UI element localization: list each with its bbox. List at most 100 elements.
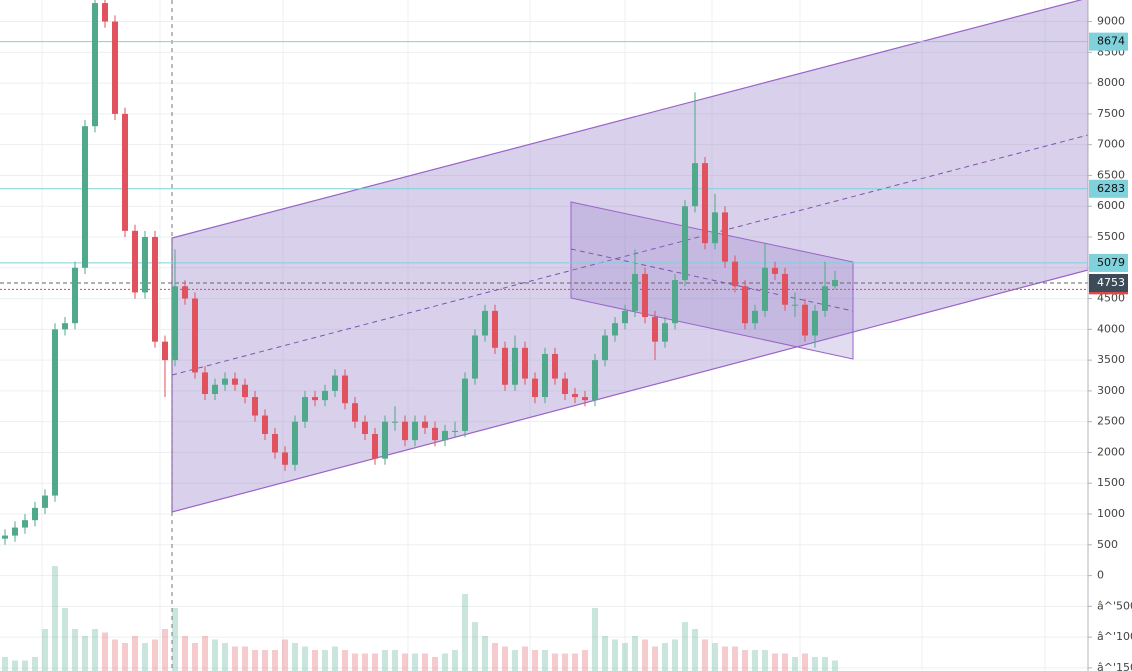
candle-body (822, 286, 828, 311)
candle-body (182, 286, 188, 299)
y-tick-label: â^'150 (1097, 661, 1132, 671)
y-tick-label: â^'100 (1097, 630, 1132, 643)
candle-body (712, 212, 718, 244)
level-label-box (1089, 32, 1128, 51)
candle-body (42, 495, 48, 508)
volume-bar (692, 629, 698, 671)
candle-body (392, 421, 398, 423)
candle-body (152, 237, 158, 342)
y-tick-label: 1500 (1097, 476, 1125, 489)
volume-bar (382, 650, 388, 671)
volume-bar (442, 653, 448, 671)
volume-bar (52, 566, 58, 671)
candle-body (672, 280, 678, 324)
candle-body (452, 430, 458, 432)
volume-bar (162, 629, 168, 671)
volume-bar (772, 653, 778, 671)
volume-bar (802, 653, 808, 671)
volume-bar (72, 629, 78, 671)
volume-bar (82, 636, 88, 671)
candle-body (552, 353, 558, 379)
volume-bar (662, 643, 668, 671)
candle-body (772, 267, 778, 274)
volume-bar (572, 653, 578, 671)
candle-body (222, 378, 228, 385)
last-price-box (1089, 273, 1128, 292)
level-label: 8674 (1097, 35, 1125, 48)
candle-body (302, 397, 308, 422)
candle-body (792, 304, 798, 306)
candle-body (722, 212, 728, 262)
candle-body (752, 310, 758, 324)
candle-body (422, 421, 428, 428)
volume-bar (12, 660, 18, 671)
y-tick-label: 7000 (1097, 138, 1125, 151)
y-tick-label: 9000 (1097, 15, 1125, 28)
volume (2, 566, 838, 671)
volume-bar (792, 657, 798, 671)
candle-body (132, 230, 138, 293)
candle-body (272, 433, 278, 453)
y-tick-label: 7500 (1097, 107, 1125, 120)
volume-bar (22, 660, 28, 671)
volume-bar (42, 629, 48, 671)
candle-body (442, 430, 448, 441)
volume-bar (832, 660, 838, 671)
candle-body (412, 421, 418, 441)
volume-bar (232, 646, 238, 671)
candle-body (582, 397, 588, 401)
candle-body (372, 433, 378, 459)
last-price-label: 4753 (1097, 276, 1125, 289)
volume-bar (672, 639, 678, 671)
candle-body (352, 403, 358, 422)
candle-body (682, 206, 688, 281)
candle-body (812, 310, 818, 336)
candle-body (52, 329, 58, 496)
y-tick-label: 5500 (1097, 230, 1125, 243)
candle-body (782, 273, 788, 305)
candle-body (522, 347, 528, 379)
y-tick-label: â^'500 (1097, 599, 1132, 612)
candle-body (832, 280, 838, 287)
candle-body (312, 397, 318, 401)
volume-bar (132, 636, 138, 671)
volume-bar (512, 650, 518, 671)
candle-body (202, 372, 208, 394)
volume-bar (242, 646, 248, 671)
axis-labels: 9000850080007500700065006000550050004500… (1088, 15, 1132, 671)
volume-bar (472, 622, 478, 671)
candle-body (32, 507, 38, 521)
candle-body (232, 378, 238, 385)
candle-body (642, 273, 648, 318)
channel-mid (171, 134, 1089, 376)
volume-bar (612, 639, 618, 671)
candle-body (212, 384, 218, 394)
candle-body (382, 421, 388, 459)
volume-bar (302, 646, 308, 671)
candle-body (122, 113, 128, 231)
volume-bar (122, 643, 128, 671)
candle-body (592, 360, 598, 401)
y-tick-label: 4000 (1097, 322, 1125, 335)
volume-bar (102, 632, 108, 671)
candle-body (502, 347, 508, 385)
volume-bar (732, 646, 738, 671)
candle-body (732, 261, 738, 287)
candle-body (262, 415, 268, 434)
volume-bar (262, 650, 268, 671)
candle-body (322, 390, 328, 401)
level-label: 5079 (1097, 256, 1125, 269)
candle-body (762, 267, 768, 311)
y-tick-label: 2500 (1097, 415, 1125, 428)
candle-body (12, 527, 18, 536)
volume-bar (562, 653, 568, 671)
candle-body (82, 126, 88, 268)
volume-bar (402, 653, 408, 671)
candle-body (462, 378, 468, 431)
candle-body (92, 3, 98, 127)
candle-body (602, 335, 608, 361)
candle-body (242, 384, 248, 398)
volume-bar (812, 657, 818, 671)
candle-body (102, 3, 108, 22)
